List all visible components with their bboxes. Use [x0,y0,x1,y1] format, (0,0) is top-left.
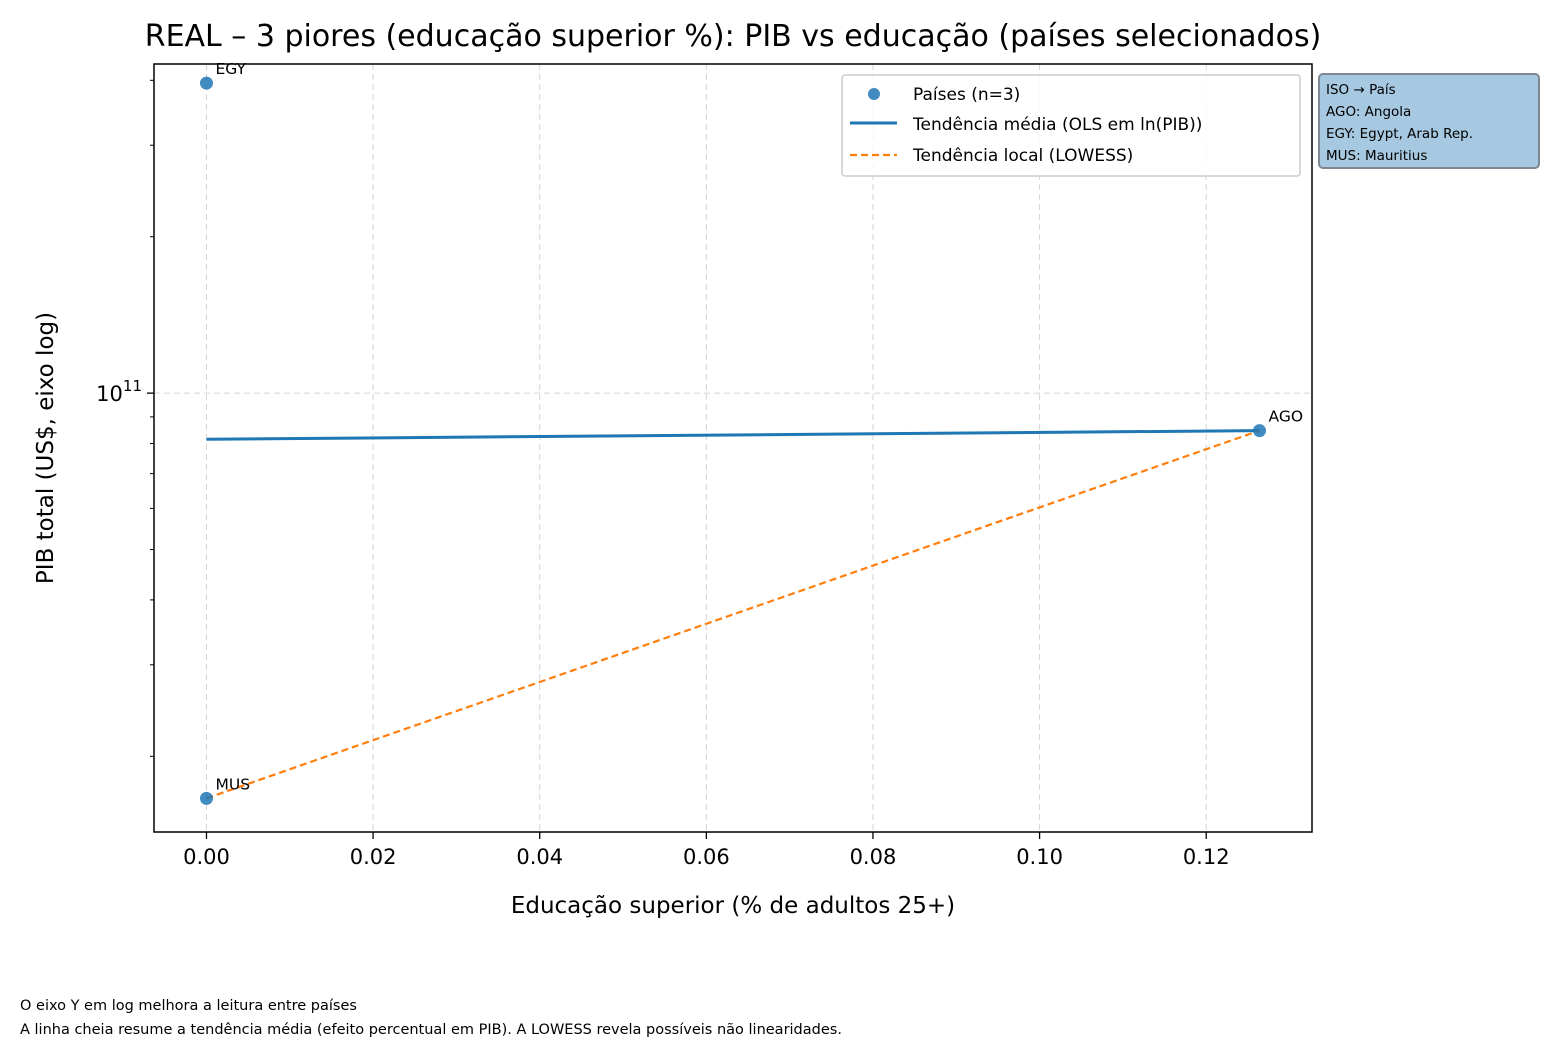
legend-marker-scatter [868,88,880,100]
x-axis-label: Educação superior (% de adultos 25+) [511,893,955,919]
iso-box-entry: AGO: Angola [1326,104,1412,120]
plot-area: EGY AGO MUS [199,60,1304,805]
x-tick-label: 0.06 [683,845,730,869]
axes-frame [153,63,1313,833]
point-label: MUS [215,775,250,793]
footnote-line-2: A linha cheia resume a tendência média (… [20,1022,842,1038]
legend-label-lowess: Tendência local (LOWESS) [912,146,1133,166]
legend-label-ols: Tendência média (OLS em ln(PIB)) [912,115,1202,135]
legend-label-scatter: Países (n=3) [913,85,1020,105]
x-tick-label: 0.04 [516,845,563,869]
lowess-trend-line [206,429,1260,800]
x-tick-label: 0.08 [850,845,897,869]
ols-trend-line [206,429,1260,441]
grid [154,64,1312,832]
data-point [199,76,213,90]
iso-legend-box: ISO → País AGO: Angola EGY: Egypt, Arab … [1318,73,1540,169]
data-point [199,791,213,805]
point-label: AGO [1269,408,1304,426]
x-tick-label: 0.02 [350,845,397,869]
data-point [1253,424,1267,438]
x-tick-label: 0.10 [1016,845,1063,869]
x-tick-label: 0.12 [1183,845,1230,869]
chart-title: REAL – 3 piores (educação superior %): P… [145,19,1322,54]
iso-box-entry: EGY: Egypt, Arab Rep. [1326,126,1474,142]
point-label: EGY [215,60,246,78]
iso-box-title: ISO → País [1326,82,1396,98]
y-axis-label: PIB total (US$, eixo log) [33,312,59,584]
axis-ticks: 0.00 0.02 0.04 0.06 0.08 0.10 0.12 1011 [96,79,1230,869]
footnote-line-1: O eixo Y em log melhora a leitura entre … [20,998,357,1014]
legend: Países (n=3) Tendência média (OLS em ln(… [841,74,1301,177]
iso-box-entry: MUS: Mauritius [1326,148,1428,164]
legend-frame [841,74,1301,177]
y-tick-label: 1011 [96,377,142,406]
x-tick-label: 0.00 [183,845,230,869]
